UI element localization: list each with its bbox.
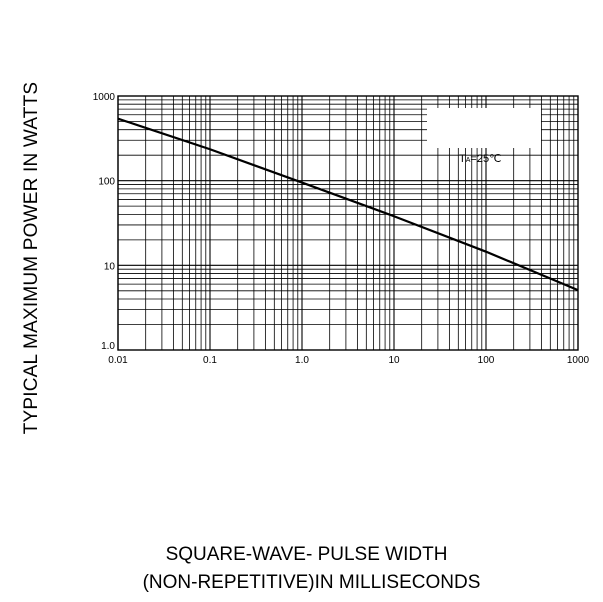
y-tick-label: 1000 bbox=[93, 92, 116, 103]
y-tick-label: 1.0 bbox=[101, 341, 115, 352]
x-tick-labels: 0.01 0.1 1.0 10 100 1000 bbox=[108, 355, 589, 366]
annotation-box bbox=[427, 108, 541, 148]
x-tick-label: 1.0 bbox=[295, 355, 309, 366]
x-tick-label: 10 bbox=[388, 355, 400, 366]
x-axis-title-line-2: (NON-REPETITIVE)IN MILLISECONDS bbox=[0, 572, 603, 594]
x-tick-label: 100 bbox=[478, 355, 495, 366]
x-axis-title-line-1: SQUARE-WAVE- PULSE WIDTH bbox=[0, 544, 603, 566]
y-tick-label: 100 bbox=[98, 177, 115, 188]
x-tick-label: 1000 bbox=[567, 355, 590, 366]
x-tick-label: 0.1 bbox=[203, 355, 217, 366]
annotation-text: =25℃ bbox=[470, 153, 501, 165]
y-tick-label: 10 bbox=[104, 261, 116, 272]
x-tick-label: 0.01 bbox=[108, 355, 128, 366]
y-tick-labels: 1.0 10 100 1000 bbox=[93, 92, 116, 352]
temperature-annotation: TA=25℃ bbox=[459, 153, 501, 165]
